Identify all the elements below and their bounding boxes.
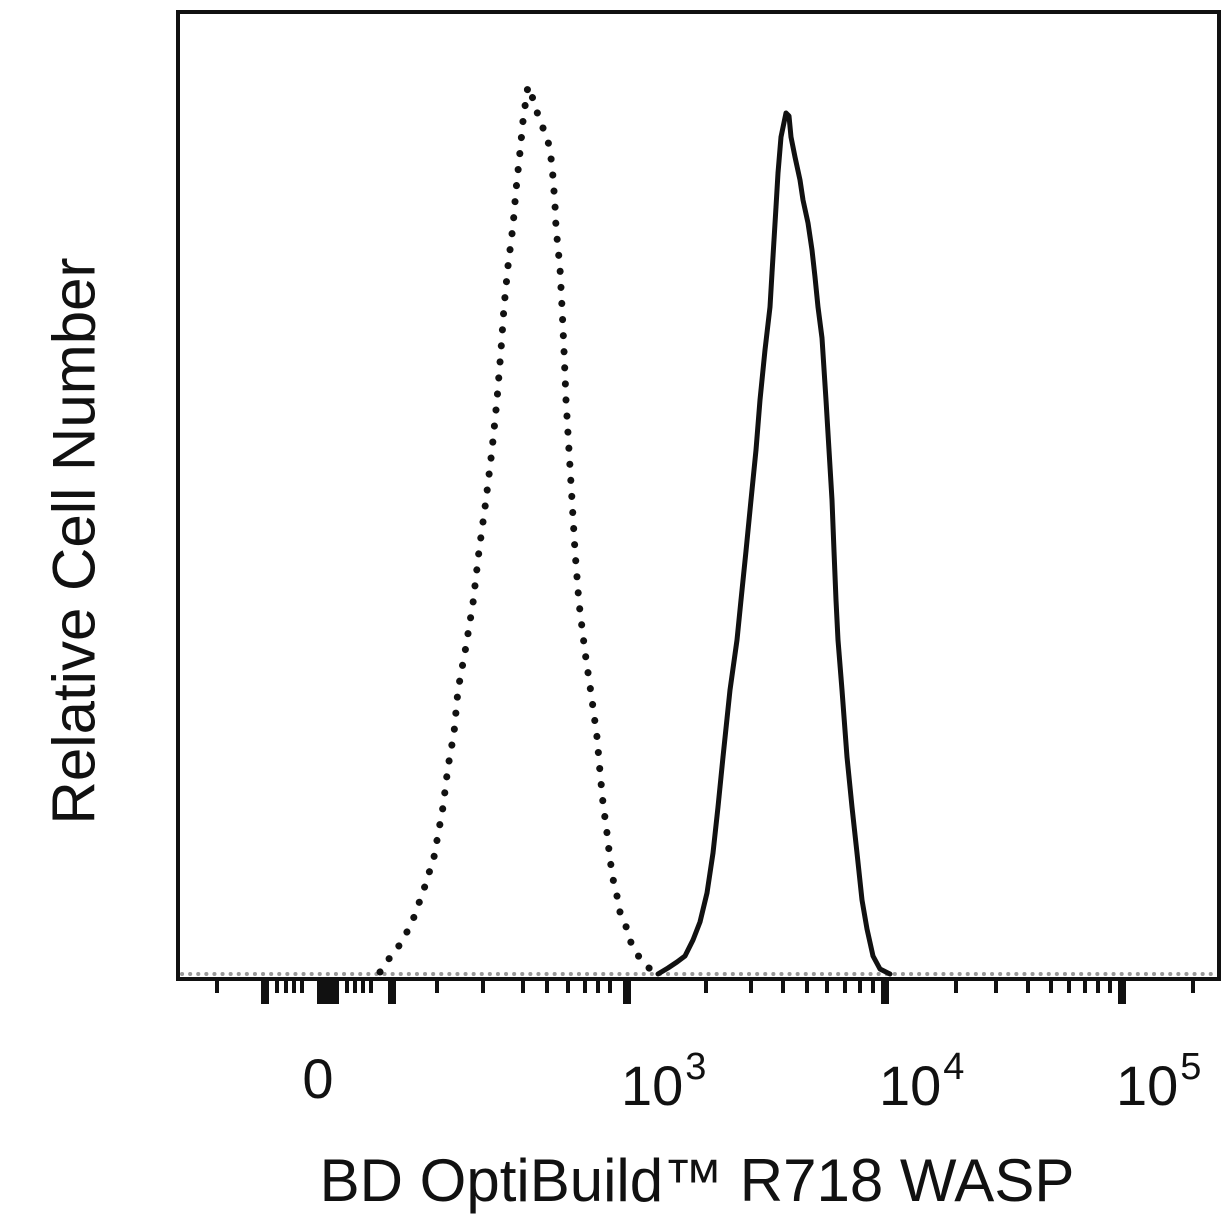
stained-curve-solid <box>655 110 893 977</box>
y-axis-title: Relative Cell Number <box>40 257 108 825</box>
x-tick-label: 103 <box>621 1046 707 1117</box>
x-tick-label: 0 <box>302 1047 334 1110</box>
plot-border <box>176 10 1221 981</box>
control-curve-dotted <box>376 82 659 977</box>
x-tick-label: 104 <box>879 1046 965 1117</box>
x-tick-label: 105 <box>1116 1046 1202 1117</box>
x-axis-title: BD OptiBuild™ R718 WASP <box>319 1147 1075 1214</box>
